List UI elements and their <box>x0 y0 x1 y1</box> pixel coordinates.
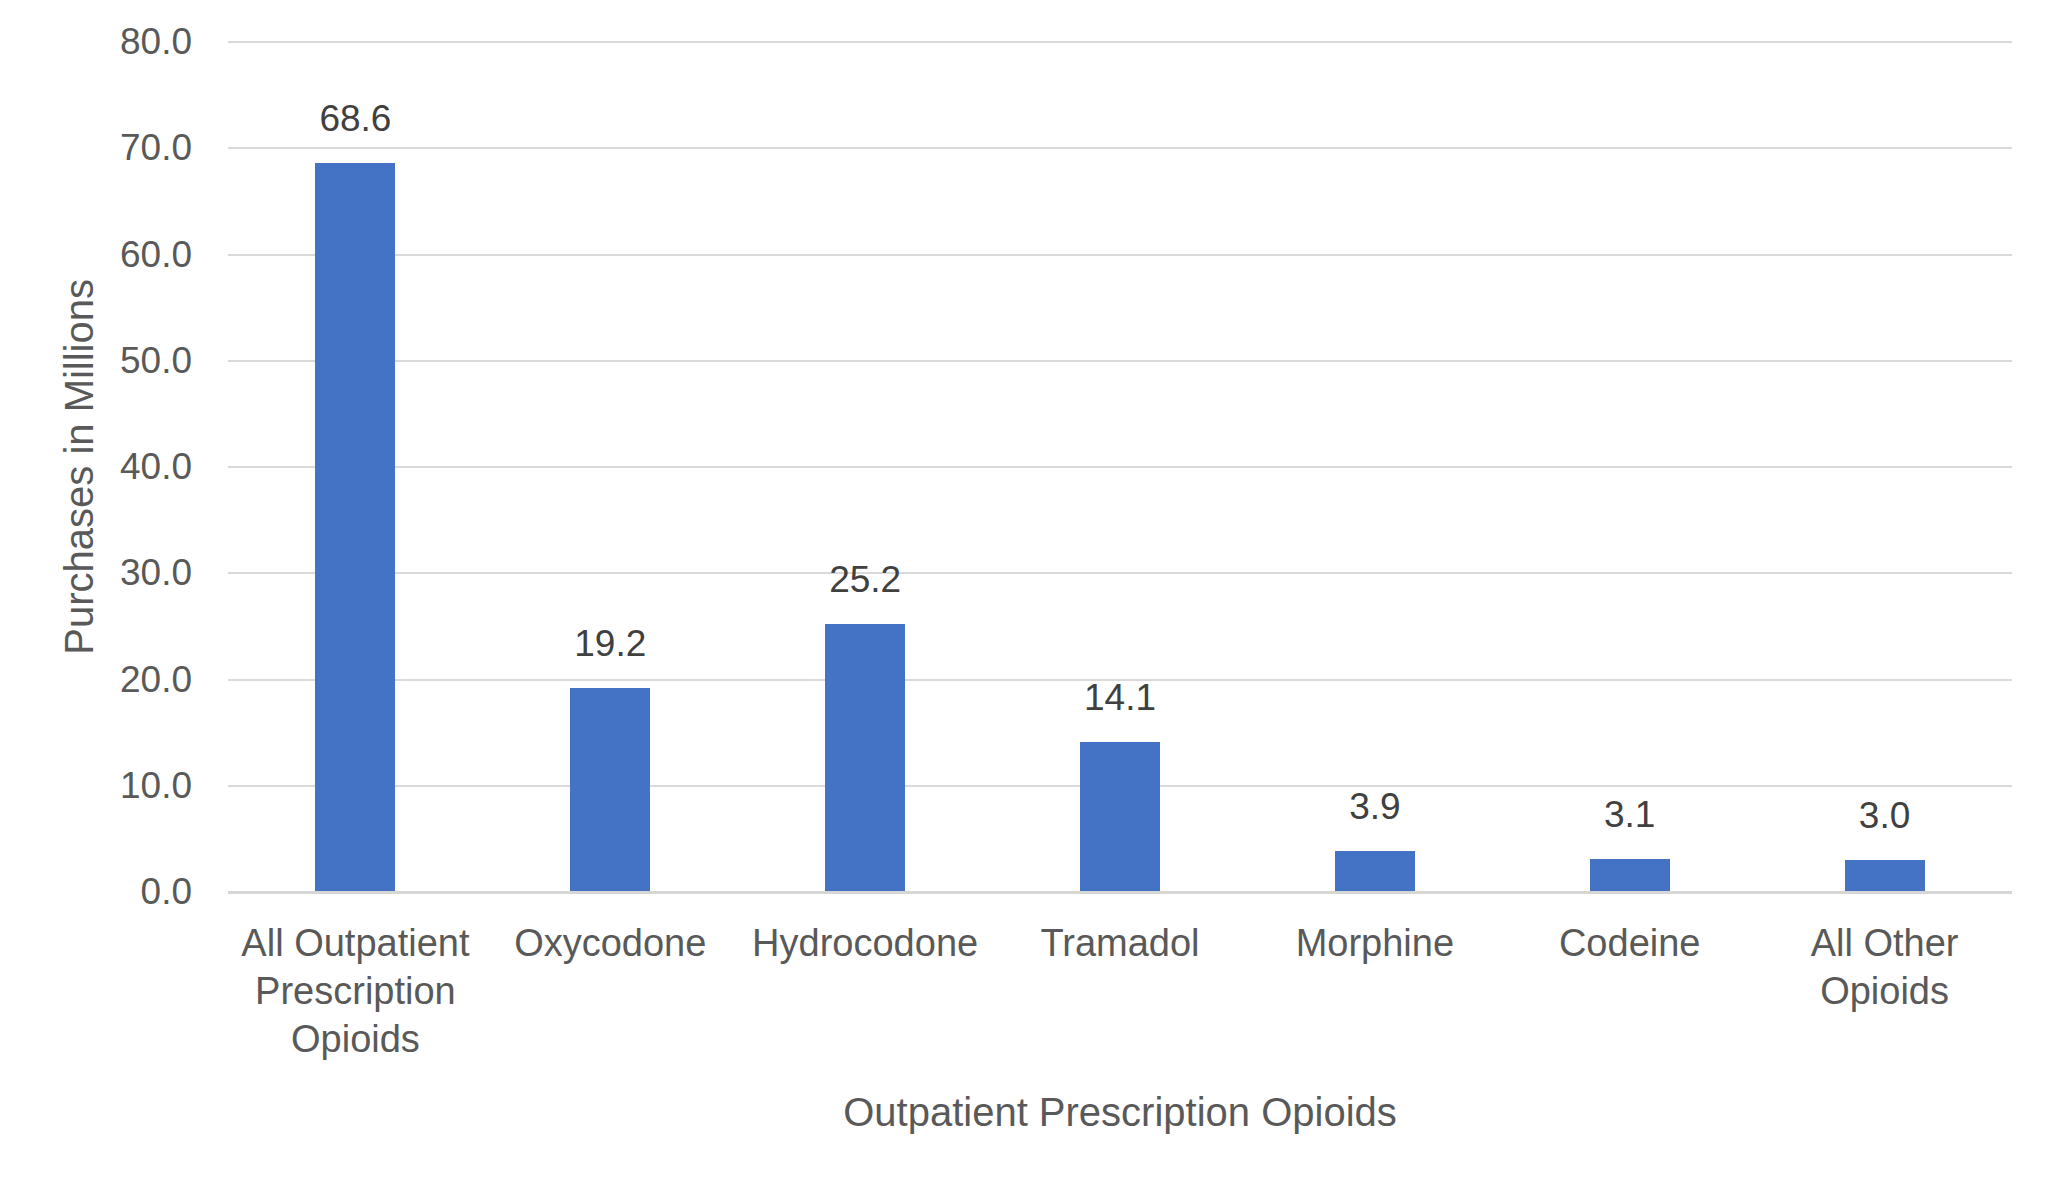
x-tick-label: Codeine <box>1490 919 1770 967</box>
y-tick-label: 50.0 <box>42 337 192 385</box>
bar <box>1335 851 1415 892</box>
bar <box>1080 742 1160 892</box>
y-tick-label: 30.0 <box>42 549 192 597</box>
x-tick-label-line: Oxycodone <box>470 919 750 967</box>
y-tick-label: 80.0 <box>42 18 192 66</box>
x-axis-title: Outpatient Prescription Opioids <box>228 1088 2012 1136</box>
x-tick-label-line: Opioids <box>215 1015 495 1063</box>
x-tick-label: Morphine <box>1235 919 1515 967</box>
bar-value-label: 3.0 <box>1785 796 1985 836</box>
bar-value-label: 3.1 <box>1530 795 1730 835</box>
gridline <box>228 254 2012 256</box>
bar-chart: Purchases in Millions 0.010.020.030.040.… <box>0 0 2054 1193</box>
bar-value-label: 68.6 <box>255 99 455 139</box>
x-tick-label: All OtherOpioids <box>1745 919 2025 1015</box>
x-tick-label-line: All Outpatient <box>215 919 495 967</box>
x-tick-label: Oxycodone <box>470 919 750 967</box>
gridline <box>228 41 2012 43</box>
gridline <box>228 466 2012 468</box>
x-tick-label-line: Opioids <box>1745 967 2025 1015</box>
bar <box>825 624 905 892</box>
x-tick-label-line: Prescription <box>215 967 495 1015</box>
bar-value-label: 19.2 <box>510 624 710 664</box>
x-tick-label-line: Morphine <box>1235 919 1515 967</box>
x-tick-label: Tramadol <box>980 919 1260 967</box>
bar <box>315 163 395 892</box>
y-tick-label: 40.0 <box>42 443 192 491</box>
bar-value-label: 3.9 <box>1275 787 1475 827</box>
bar-value-label: 14.1 <box>1020 678 1220 718</box>
bar <box>1845 860 1925 892</box>
x-tick-label: Hydrocodone <box>725 919 1005 967</box>
y-tick-label: 20.0 <box>42 656 192 704</box>
x-tick-label: All OutpatientPrescriptionOpioids <box>215 919 495 1063</box>
x-tick-label-line: Tramadol <box>980 919 1260 967</box>
gridline <box>228 360 2012 362</box>
gridline <box>228 147 2012 149</box>
y-tick-label: 0.0 <box>42 868 192 916</box>
y-tick-label: 60.0 <box>42 231 192 279</box>
x-axis-line <box>228 891 2012 894</box>
y-tick-label: 10.0 <box>42 762 192 810</box>
bar <box>570 688 650 892</box>
bar-value-label: 25.2 <box>765 560 965 600</box>
x-tick-label-line: Hydrocodone <box>725 919 1005 967</box>
x-tick-label-line: All Other <box>1745 919 2025 967</box>
x-tick-label-line: Codeine <box>1490 919 1770 967</box>
gridline <box>228 572 2012 574</box>
y-tick-label: 70.0 <box>42 124 192 172</box>
bar <box>1590 859 1670 892</box>
